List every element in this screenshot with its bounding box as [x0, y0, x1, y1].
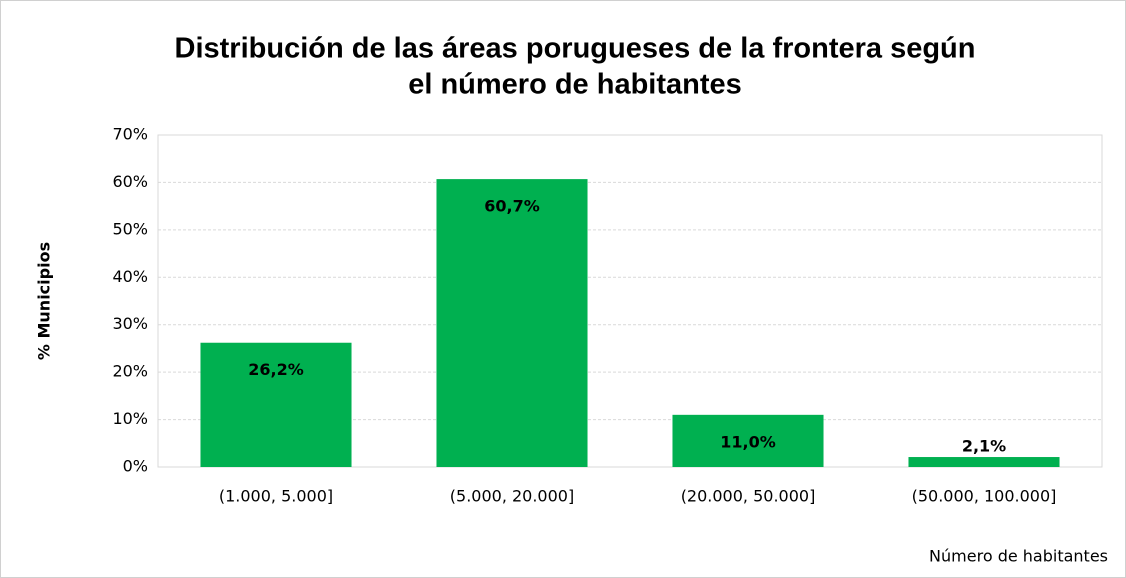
chart-title: Distribución de las áreas porugueses de … [175, 33, 976, 65]
bar [436, 179, 588, 467]
y-tick-label: 20% [112, 362, 148, 381]
x-axis-label: Número de habitantes [929, 547, 1108, 566]
y-tick-label: 50% [112, 219, 148, 238]
x-tick-label: (50.000, 100.000] [912, 487, 1057, 506]
data-label: 26,2% [248, 360, 304, 379]
data-label: 11,0% [720, 432, 776, 451]
bar [200, 342, 352, 467]
chart-title: el número de habitantes [408, 69, 742, 101]
y-axis-label: % Municipios [35, 242, 54, 360]
y-tick-label: 0% [123, 457, 148, 476]
y-tick-label: 60% [112, 172, 148, 191]
x-tick-label: (20.000, 50.000] [681, 487, 816, 506]
data-label: 60,7% [484, 197, 540, 216]
y-tick-label: 30% [112, 314, 148, 333]
y-tick-label: 10% [112, 409, 148, 428]
y-tick-label: 70% [112, 125, 148, 144]
x-tick-label: (5.000, 20.000] [450, 487, 574, 506]
bar [672, 414, 824, 467]
y-tick-label: 40% [112, 267, 148, 286]
bar [908, 457, 1060, 467]
x-tick-label: (1.000, 5.000] [219, 487, 333, 506]
data-label: 2,1% [962, 437, 1006, 456]
